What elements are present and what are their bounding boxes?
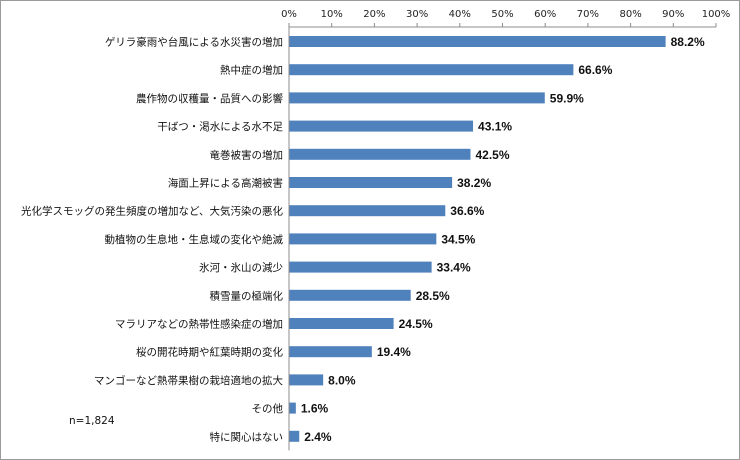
bar [289,233,437,245]
category-label: 氷河・氷山の減少 [199,261,283,274]
data-label: 38.2% [457,176,491,190]
category-label: 熱中症の増加 [220,64,283,77]
x-tick-label: 60% [534,9,556,20]
x-tick-label: 40% [449,9,471,20]
bar [289,177,453,188]
data-label: 1.6% [301,402,329,416]
bar [289,120,474,132]
x-tick-label: 80% [619,9,641,20]
data-label: 24.5% [399,317,433,331]
bar [289,430,300,442]
data-label: 88.2% [671,35,705,49]
bar [289,346,372,358]
category-labels: ゲリラ豪雨や台風による水災害の増加熱中症の増加農作物の収穫量・品質への影響干ばつ… [21,36,283,444]
bars [289,36,666,442]
bar [289,289,411,301]
x-tick-label: 70% [577,9,599,20]
category-label: 海面上昇による高潮被害 [168,177,283,190]
data-label: 42.5% [475,148,509,162]
bar [289,36,666,47]
bar [289,205,446,217]
x-tick-label: 100% [702,9,731,20]
category-label: 桜の開花時期や紅葉時期の変化 [136,346,283,359]
category-label: 農作物の収穫量・品質への影響 [136,92,283,105]
data-label: 59.9% [550,91,584,105]
data-label: 28.5% [416,289,450,303]
data-label: 66.6% [578,63,612,77]
sample-size-note: n=1,824 [69,415,115,427]
x-tick-label: 10% [321,9,343,20]
category-label: マラリアなどの熱帯性感染症の増加 [115,318,283,331]
x-tick-label: 90% [662,9,684,20]
category-label: ゲリラ豪雨や台風による水災害の増加 [105,36,283,49]
data-label: 34.5% [441,232,475,246]
bar [289,374,324,386]
data-label: 33.4% [437,261,471,275]
bar [289,148,471,160]
data-label: 43.1% [478,120,512,134]
category-label: 光化学スモッグの発生頻度の増加など、大気汚染の悪化 [21,205,283,218]
category-label: 干ばつ・渇水による水不足 [157,121,283,133]
category-label: 竜巻被害の増加 [210,148,284,161]
x-tick-label: 50% [491,9,513,20]
data-label: 2.4% [304,430,332,444]
category-label: 積雪量の極端化 [210,289,284,302]
x-tick-label: 30% [406,9,428,20]
x-tick-label: 20% [363,9,385,20]
category-label: 特に関心はない [210,431,284,443]
bar [289,64,574,76]
category-label: 動植物の生息地・生息域の変化や絶滅 [105,233,284,246]
data-label: 8.0% [328,373,356,387]
value-labels: 88.2% 66.6% 59.9% 43.1% 42.5% 38.2% 36.6% 34.5%… [301,35,705,444]
category-label: マンゴーなど熱帯果樹の栽培適地の拡大 [94,374,283,387]
category-label: その他 [252,402,284,415]
bar [289,318,394,329]
x-axis: 0% 10% 20% 30% 40% 50% 60% 70% 80% 90% 100% [281,9,731,451]
bar [289,92,545,104]
bar [289,261,432,273]
bar [289,402,296,414]
data-label: 36.6% [450,204,484,218]
x-tick-label: 0% [281,9,297,20]
data-label: 19.4% [377,345,411,359]
